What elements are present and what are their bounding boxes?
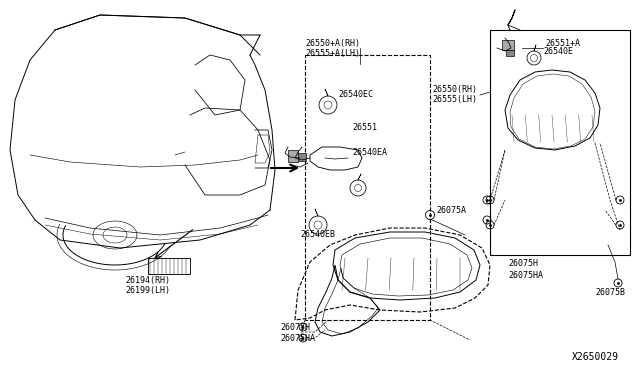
Text: 26555(LH): 26555(LH) xyxy=(432,95,477,104)
Bar xyxy=(490,30,630,255)
Bar xyxy=(148,258,190,274)
Text: 26199(LH): 26199(LH) xyxy=(125,286,170,295)
Text: 26550+A(RH): 26550+A(RH) xyxy=(305,39,360,48)
Text: 26075B: 26075B xyxy=(595,288,625,297)
Text: 26194(RH): 26194(RH) xyxy=(125,276,170,285)
Text: 26075A: 26075A xyxy=(436,206,466,215)
Text: X2650029: X2650029 xyxy=(572,352,618,362)
Bar xyxy=(298,153,306,161)
Text: 26555+A(LH): 26555+A(LH) xyxy=(305,49,360,58)
Text: 26075H: 26075H xyxy=(280,323,310,332)
Bar xyxy=(502,40,514,50)
Text: 26540EB: 26540EB xyxy=(300,230,335,239)
Bar xyxy=(506,50,514,56)
Text: 26075HA: 26075HA xyxy=(508,271,543,280)
Text: 26540EA: 26540EA xyxy=(352,148,387,157)
Bar xyxy=(288,150,298,162)
Text: 26075H: 26075H xyxy=(508,259,538,268)
Text: 26540E: 26540E xyxy=(543,47,573,56)
Text: 26540EC: 26540EC xyxy=(338,90,373,99)
Text: 26550(RH): 26550(RH) xyxy=(432,85,477,94)
Text: 26551: 26551 xyxy=(352,123,377,132)
Text: 26551+A: 26551+A xyxy=(545,39,580,48)
Bar xyxy=(305,55,430,320)
Text: 26075HA: 26075HA xyxy=(280,334,315,343)
